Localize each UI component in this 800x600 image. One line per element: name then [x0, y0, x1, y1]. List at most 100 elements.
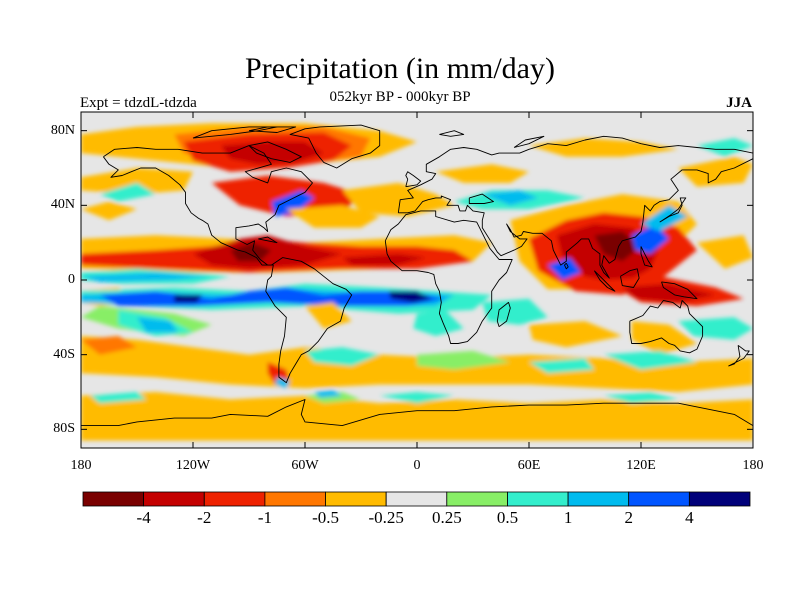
- colorbar-swatch: [203, 491, 266, 507]
- anomaly-region: [603, 392, 679, 404]
- greenland-coast: [289, 124, 381, 169]
- new-guinea: [661, 281, 698, 300]
- anomaly-region: [678, 156, 753, 187]
- anomaly-region: [529, 138, 679, 157]
- antarctica-coast: [81, 399, 753, 427]
- anomaly-region: [529, 358, 595, 374]
- anomaly-region: [417, 350, 511, 370]
- novaya-zemlya: [513, 135, 545, 148]
- anomaly-region: [413, 309, 464, 336]
- anomaly-region: [81, 168, 193, 195]
- season-label: JJA: [726, 95, 752, 111]
- south-america-coast: [265, 257, 353, 384]
- anomaly-region: [697, 138, 753, 157]
- colorbar-swatch: [507, 491, 569, 507]
- anomaly-region: [314, 390, 343, 398]
- plot-title: Precipitation (in mm/day): [245, 52, 555, 85]
- y-tick-label: 40N: [50, 197, 75, 213]
- colorbar-swatch: [325, 491, 387, 507]
- anomaly-region: [305, 302, 352, 329]
- colorbar-label: 1: [563, 508, 573, 527]
- plot-subtitle: 052kyr BP - 000kyr BP: [329, 89, 471, 105]
- anomaly-region: [379, 392, 455, 404]
- anomaly-region: [305, 347, 380, 366]
- colorbar-label: -1: [257, 508, 272, 527]
- anomaly-region: [81, 201, 137, 221]
- colorbar-swatch: [689, 491, 751, 507]
- anomaly-region: [631, 321, 697, 355]
- borneo: [620, 268, 640, 288]
- colorbar-label: 0.25: [431, 508, 462, 527]
- colorbar-label: -2: [197, 508, 212, 527]
- svalbard: [439, 130, 465, 137]
- anomaly-region: [99, 182, 156, 202]
- sri-lanka: [564, 262, 569, 270]
- colorbar-label: -0.5: [312, 508, 339, 527]
- europe-asia-coast: [397, 135, 753, 213]
- anomaly-region: [697, 235, 753, 269]
- anomaly-region: [482, 298, 548, 325]
- anomaly-region: [275, 377, 291, 389]
- baffin-coast: [248, 141, 302, 163]
- y-tick-label: 0: [68, 272, 75, 287]
- anomaly-region: [603, 350, 697, 370]
- anomaly-region: [81, 272, 212, 282]
- axis-ticks: [80, 112, 754, 448]
- colorbar-swatch: [446, 491, 508, 507]
- x-tick-label: 120E: [626, 458, 656, 473]
- asia-east-coast: [398, 158, 753, 279]
- anomaly-region: [641, 205, 688, 232]
- coastlines: [81, 124, 753, 427]
- colorbar-label: 4: [685, 508, 694, 527]
- british-isles: [405, 171, 422, 188]
- colorbar-swatch: [143, 491, 205, 507]
- anomaly-region: [81, 336, 137, 355]
- x-tick-label: 0: [413, 458, 421, 473]
- x-tick-label: 60W: [291, 458, 319, 473]
- new-zealand: [728, 344, 750, 367]
- borneo-sumatra: [593, 270, 616, 292]
- caribbean-cuba: [258, 236, 278, 244]
- colorbar: [82, 491, 751, 507]
- y-tick-label: 40S: [53, 346, 75, 362]
- colorbar-swatch: [385, 491, 448, 507]
- anomaly-region: [389, 291, 432, 303]
- black-caspian: [468, 193, 494, 204]
- philippines: [640, 246, 653, 268]
- anomaly-region: [174, 294, 203, 303]
- anomaly-region: [137, 317, 179, 333]
- africa-coast: [384, 210, 513, 344]
- colorbar-label: 2: [624, 508, 633, 527]
- colorbar-label: -0.25: [368, 508, 404, 527]
- anomaly-region: [90, 392, 147, 404]
- anomaly-region: [271, 190, 315, 217]
- y-tick-label: 80N: [50, 122, 75, 138]
- madagascar: [496, 301, 511, 328]
- colorbar-label: 0.5: [496, 508, 519, 527]
- colorbar-swatch: [628, 491, 690, 507]
- anomaly-region: [230, 242, 272, 262]
- x-tick-label: 120W: [175, 458, 211, 473]
- ellesmere: [248, 126, 297, 133]
- experiment-label: Expt = tdzdL-tdzda: [80, 95, 197, 111]
- anomaly-region: [529, 321, 623, 348]
- anomaly-region: [286, 205, 380, 228]
- anomaly-region: [482, 190, 539, 206]
- x-tick-label: 180: [70, 458, 92, 473]
- north-america-coast: [103, 145, 313, 266]
- australia-coast: [629, 300, 704, 354]
- japan: [659, 197, 687, 223]
- anomaly-region: [342, 253, 427, 266]
- colorbar-swatch: [82, 491, 144, 507]
- colorbar-swatch: [264, 491, 326, 507]
- y-tick-label: 80S: [53, 421, 75, 437]
- colorbar-swatch: [567, 491, 630, 507]
- x-tick-label: 60E: [517, 458, 541, 473]
- anomaly-region: [678, 317, 753, 340]
- x-tick-label: 180: [742, 458, 764, 473]
- anomaly-region: [435, 164, 529, 183]
- anomaly-region: [547, 257, 582, 280]
- anomaly-region: [342, 182, 455, 217]
- colorbar-label: -4: [136, 508, 151, 527]
